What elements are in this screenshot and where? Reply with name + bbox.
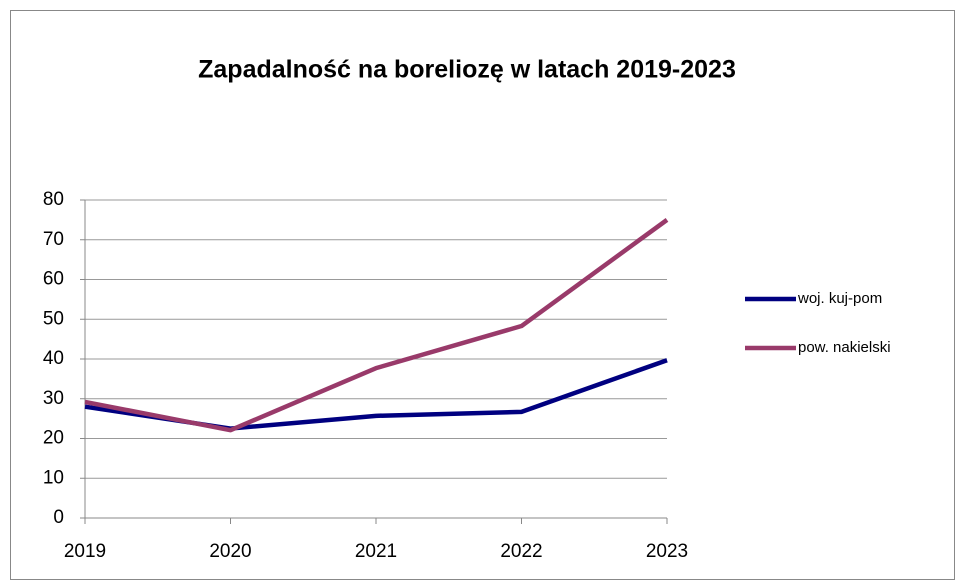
x-tick-label: 2020	[209, 541, 251, 562]
x-tick-label: 2021	[355, 541, 397, 562]
chart-border	[10, 10, 955, 580]
y-tick-label: 30	[43, 388, 64, 409]
y-tick-label: 50	[43, 308, 64, 329]
x-tick-label: 2023	[646, 541, 688, 562]
y-tick-label: 40	[43, 348, 64, 369]
x-tick-label: 2022	[500, 541, 542, 562]
y-tick-label: 60	[43, 269, 64, 290]
x-tick-label: 2019	[64, 541, 106, 562]
legend-label: pow. nakielski	[798, 339, 891, 356]
y-tick-label: 80	[43, 189, 64, 210]
chart-title: Zapadalność na boreliozę w latach 2019-2…	[198, 56, 736, 84]
y-tick-label: 10	[43, 467, 64, 488]
y-tick-label: 70	[43, 229, 64, 250]
legend-label: woj. kuj-pom	[797, 290, 882, 307]
y-tick-label: 0	[53, 507, 64, 528]
series-line	[84, 218, 669, 433]
y-tick-label: 20	[43, 428, 64, 449]
